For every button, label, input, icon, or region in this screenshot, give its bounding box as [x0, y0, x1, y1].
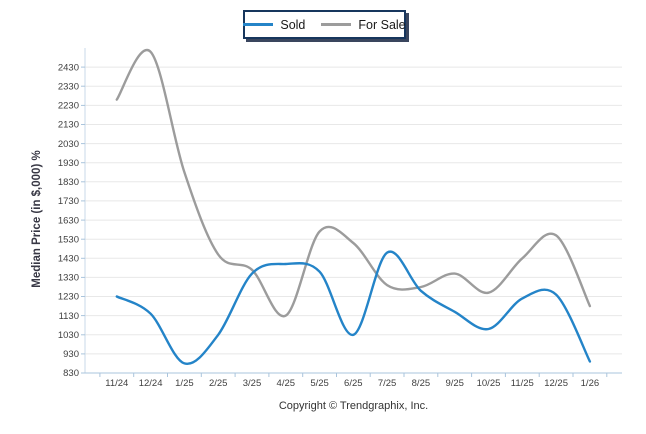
- x-tick-label: 11/24: [105, 378, 128, 389]
- sold-legend-label: Sold: [280, 17, 306, 32]
- y-tick-label: 2330: [58, 81, 79, 92]
- x-tick-label: 8/25: [412, 378, 431, 389]
- x-tick-label: 4/25: [277, 378, 296, 389]
- y-tick-label: 2430: [58, 62, 79, 73]
- x-tick-label: 1/26: [581, 378, 600, 389]
- x-tick-label: 6/25: [344, 378, 363, 389]
- x-tick-label: 3/25: [243, 378, 262, 389]
- for-sale-legend-label: For Sale: [358, 17, 406, 32]
- x-tick-label: 7/25: [378, 378, 397, 389]
- y-tick-label: 1230: [58, 292, 79, 303]
- sold-line-swatch: [243, 23, 274, 26]
- y-tick-label: 830: [63, 368, 79, 379]
- x-tick-label: 10/25: [477, 378, 501, 389]
- y-axis-title: Median Price (in $,000) %: [31, 150, 43, 288]
- legend-item-sold: Sold: [243, 18, 305, 32]
- copyright-text: Copyright © Trendgraphix, Inc.: [278, 400, 429, 412]
- y-tick-label: 1930: [58, 158, 79, 169]
- y-tick-label: 1030: [58, 330, 79, 341]
- y-tick-label: 1330: [58, 273, 79, 284]
- y-tick-label: 2130: [58, 120, 79, 131]
- legend: Sold For Sale: [243, 10, 406, 39]
- series-line-sold: [115, 250, 592, 365]
- y-tick-label: 1630: [58, 215, 79, 226]
- x-tick-label: 9/25: [445, 378, 464, 389]
- y-tick-label: 1130: [59, 311, 79, 322]
- x-tick-label: 12/24: [139, 378, 163, 389]
- y-tick-label: 2230: [58, 101, 79, 112]
- y-tick-label: 1730: [58, 196, 79, 207]
- x-tick-label: 2/25: [209, 378, 228, 389]
- for-sale-line-swatch: [321, 23, 352, 26]
- x-tick-label: 5/25: [310, 378, 329, 389]
- y-tick-label: 1530: [58, 234, 79, 245]
- x-tick-label: 11/25: [511, 378, 534, 389]
- x-tick-label: 12/25: [544, 378, 568, 389]
- y-tick-label: 2030: [58, 139, 79, 150]
- y-tick-label: 1830: [58, 177, 79, 188]
- series-line-for-sale: [115, 48, 592, 318]
- y-tick-label: 1430: [58, 254, 79, 265]
- y-tick-label: 930: [63, 349, 79, 360]
- legend-item-for-sale: For Sale: [321, 17, 406, 32]
- x-tick-label: 1/25: [175, 378, 194, 389]
